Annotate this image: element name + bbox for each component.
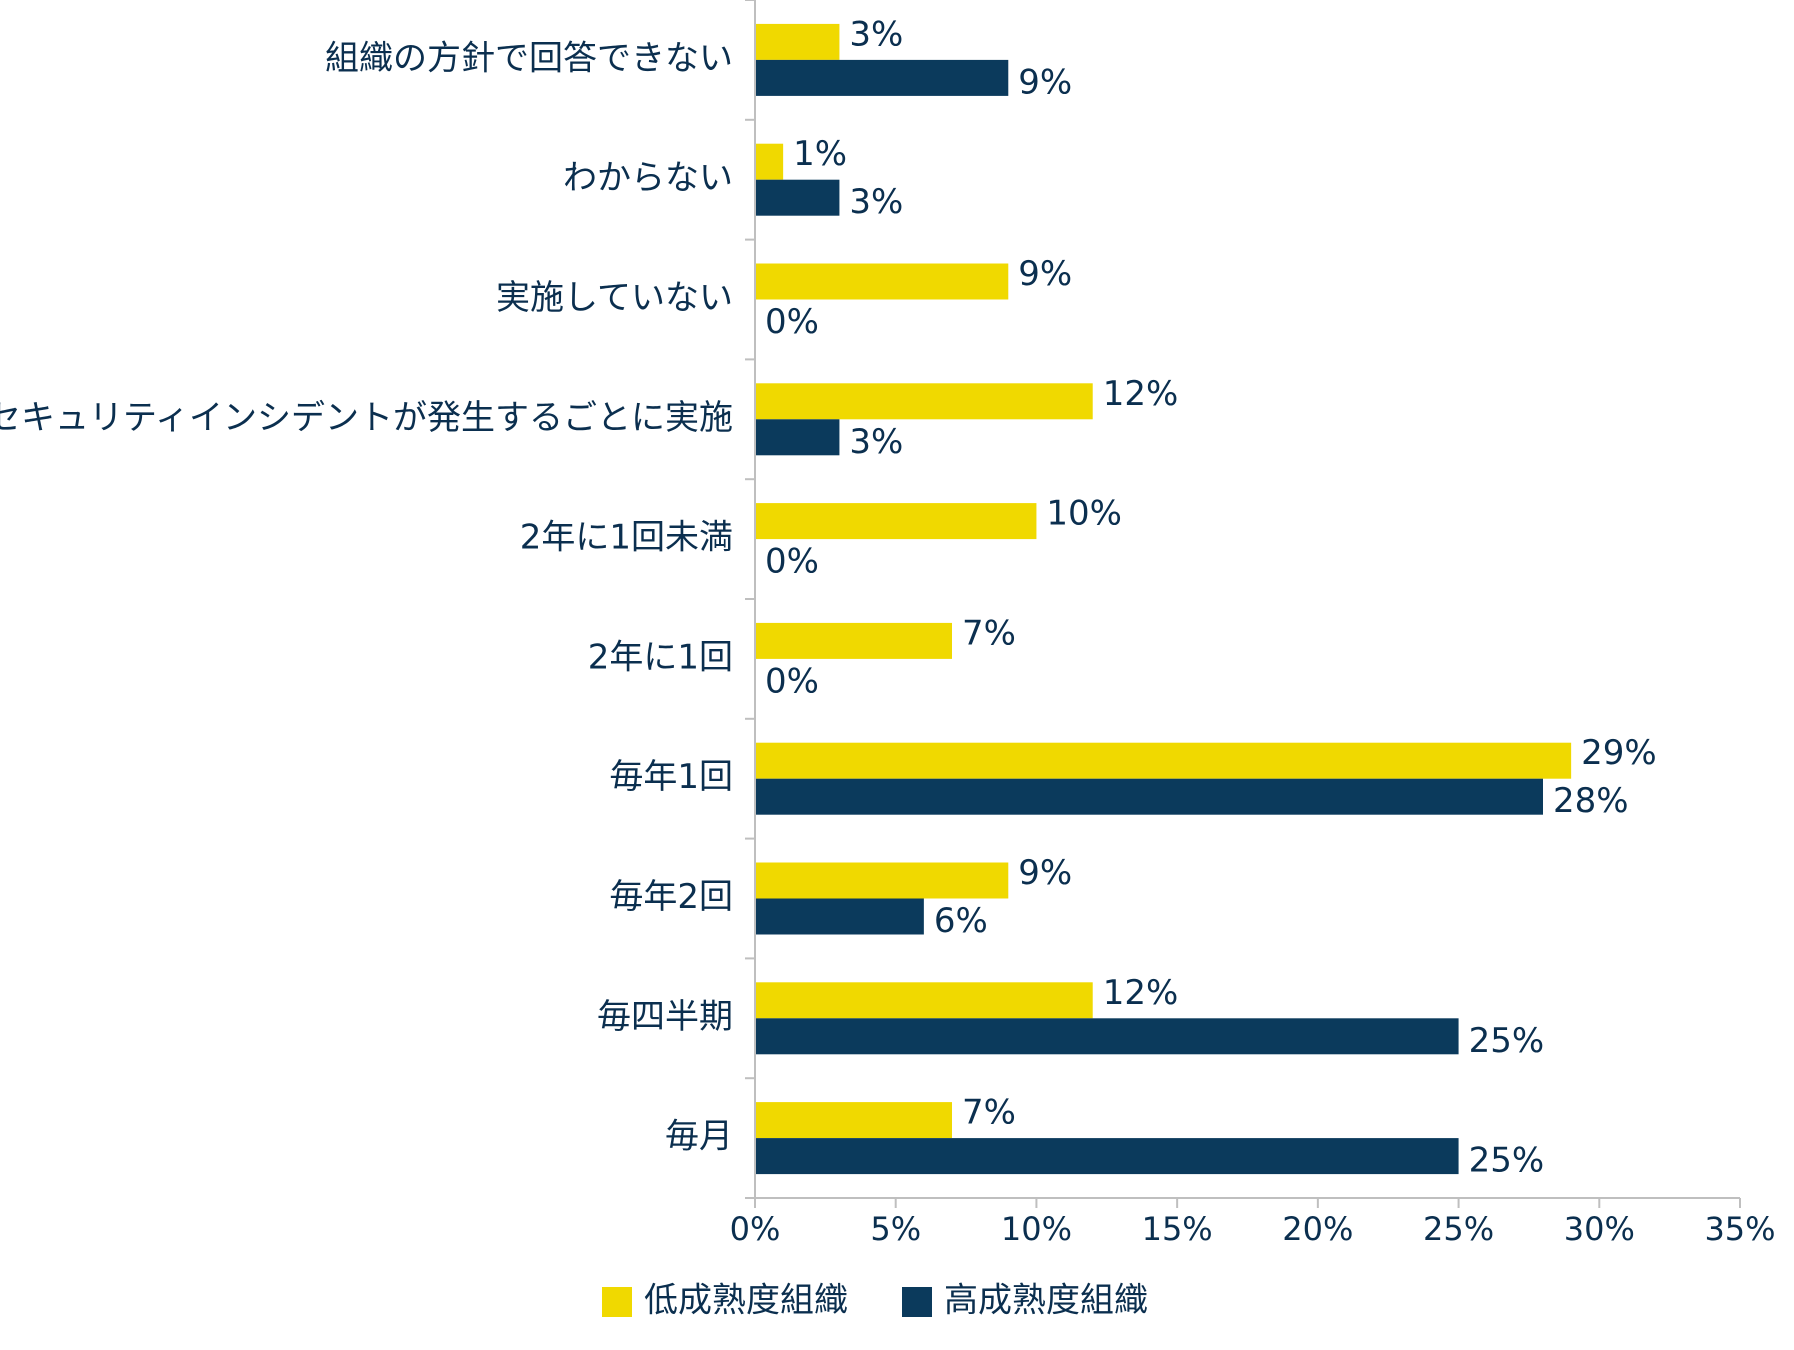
x-tick-label: 15%	[1142, 1210, 1213, 1248]
legend: 低成熟度組織 高成熟度組織	[602, 1281, 1148, 1321]
value-label-low-maturity: 7%	[962, 1093, 1016, 1133]
value-label-low-maturity: 9%	[1018, 254, 1072, 294]
category-label: 毎月	[665, 1117, 733, 1157]
value-label-low-maturity: 12%	[1103, 973, 1179, 1013]
category-label: 組織の方針で回答できない	[325, 38, 733, 78]
value-label-low-maturity: 9%	[1018, 853, 1072, 893]
bar-low-maturity	[755, 982, 1093, 1019]
bar-low-maturity	[755, 23, 840, 60]
x-tick-label: 30%	[1564, 1210, 1635, 1248]
legend-label-high-maturity: 高成熟度組織	[944, 1281, 1148, 1321]
x-tick-label: 20%	[1282, 1210, 1353, 1248]
category-label: 実施していない	[496, 278, 733, 318]
value-label-low-maturity: 10%	[1046, 494, 1122, 534]
value-label-low-maturity: 7%	[962, 613, 1016, 653]
labels-group: 組織の方針で回答できない3%9%わからない1%3%実施していない9%0%セキュリ…	[0, 14, 1776, 1248]
legend-label-low-maturity: 低成熟度組織	[644, 1281, 848, 1321]
x-tick-label: 5%	[870, 1210, 921, 1248]
value-label-low-maturity: 1%	[793, 134, 847, 174]
category-label: 毎四半期	[597, 997, 733, 1037]
bars-group	[755, 23, 1572, 1175]
bar-low-maturity	[755, 263, 1009, 300]
bar-high-maturity	[755, 898, 924, 935]
category-label: わからない	[563, 158, 733, 198]
bar-high-maturity	[755, 778, 1543, 815]
bar-low-maturity	[755, 143, 784, 180]
x-tick-label: 35%	[1704, 1210, 1775, 1248]
bar-high-maturity	[755, 59, 1009, 96]
value-label-low-maturity: 12%	[1103, 374, 1179, 414]
value-label-high-maturity: 9%	[1018, 62, 1072, 102]
bar-high-maturity	[755, 179, 840, 216]
bar-low-maturity	[755, 622, 952, 659]
value-label-low-maturity: 3%	[849, 14, 903, 54]
bar-low-maturity	[755, 742, 1572, 779]
value-label-high-maturity: 6%	[934, 901, 988, 941]
axes-group	[745, 0, 1741, 1208]
value-label-high-maturity: 3%	[849, 422, 903, 462]
bar-low-maturity	[755, 862, 1009, 899]
value-label-low-maturity: 29%	[1581, 733, 1657, 773]
bar-high-maturity	[755, 419, 840, 456]
category-label: 2年に1回未満	[520, 518, 733, 558]
legend-swatch-low-maturity	[602, 1287, 632, 1317]
x-tick-label: 25%	[1423, 1210, 1494, 1248]
bar-low-maturity	[755, 383, 1093, 420]
x-tick-label: 0%	[730, 1210, 781, 1248]
value-label-high-maturity: 3%	[849, 182, 903, 222]
value-label-high-maturity: 0%	[765, 542, 819, 582]
category-label: 2年に1回	[588, 637, 733, 677]
value-label-high-maturity: 0%	[765, 661, 819, 701]
bar-low-maturity	[755, 1102, 952, 1139]
bar-high-maturity	[755, 1138, 1459, 1175]
value-label-high-maturity: 0%	[765, 302, 819, 342]
legend-swatch-high-maturity	[902, 1287, 932, 1317]
value-label-high-maturity: 25%	[1469, 1141, 1545, 1181]
bar-high-maturity	[755, 1018, 1459, 1055]
category-label: 毎年2回	[609, 877, 733, 917]
bar-low-maturity	[755, 503, 1037, 540]
category-label: セキュリティインシデントが発生するごとに実施	[0, 398, 733, 438]
x-tick-label: 10%	[1001, 1210, 1072, 1248]
value-label-high-maturity: 28%	[1553, 781, 1629, 821]
value-label-high-maturity: 25%	[1469, 1021, 1545, 1061]
category-label: 毎年1回	[609, 757, 733, 797]
